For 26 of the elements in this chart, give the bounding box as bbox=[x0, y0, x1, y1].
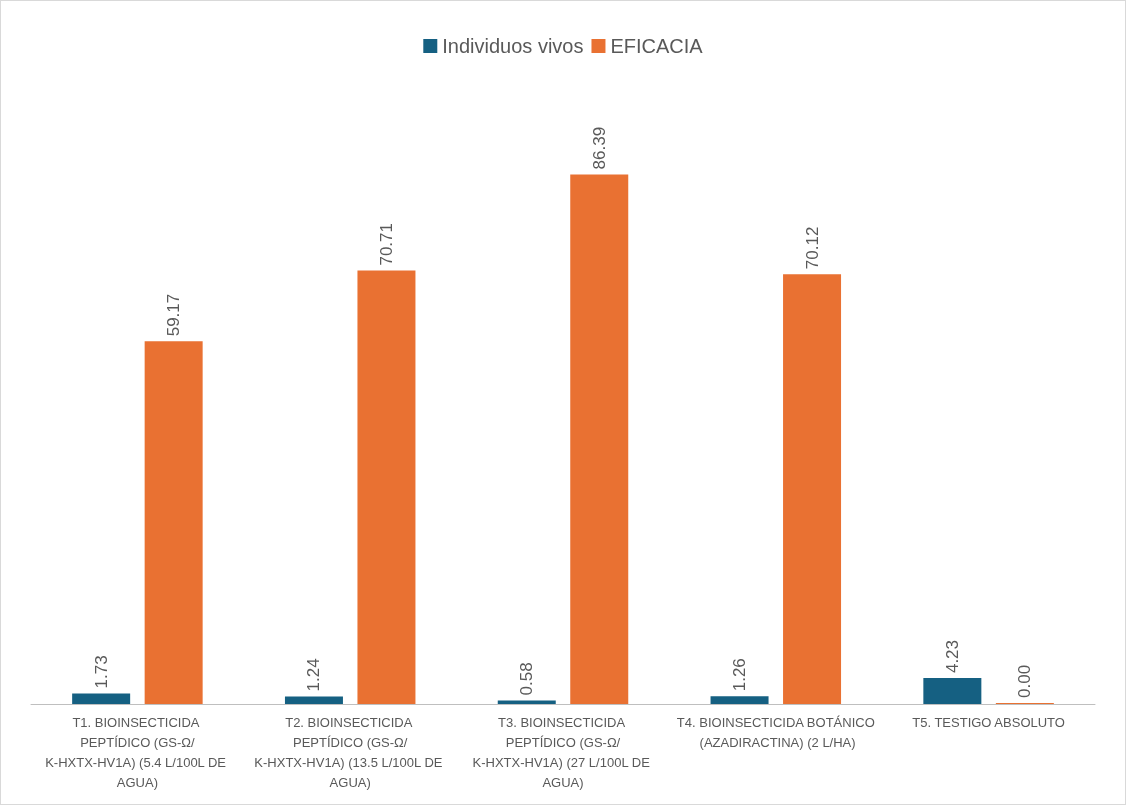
data-label: 4.23 bbox=[942, 639, 962, 674]
bar bbox=[783, 274, 842, 704]
data-label: 0.58 bbox=[517, 662, 537, 696]
bar bbox=[710, 696, 769, 704]
x-tick-label: T2. BIOINSECTICIDA PEPTÍDICO (GS-Ω/K-HXTX-HV1A) (13.5 L/100L DE AGUA) bbox=[254, 714, 447, 790]
data-label: 1.73 bbox=[91, 655, 111, 689]
legend-label: Individuos vivos bbox=[442, 35, 584, 57]
data-label: 70.71 bbox=[376, 223, 396, 266]
data-label: 1.26 bbox=[730, 658, 750, 692]
bar bbox=[357, 270, 416, 704]
data-label: 0.00 bbox=[1015, 664, 1035, 698]
x-tick-label: T1. BIOINSECTICIDA PEPTÍDICO (GS-Ω/K-HXTX-HV1A) (5.4 L/100L DE AGUA) bbox=[45, 714, 230, 790]
bar bbox=[144, 341, 203, 704]
bar bbox=[72, 693, 131, 704]
legend-label: EFICACIA bbox=[610, 35, 704, 57]
data-label: 59.17 bbox=[164, 293, 184, 337]
data-label: 1.24 bbox=[304, 658, 324, 692]
bar bbox=[284, 696, 343, 704]
data-label: 70.12 bbox=[802, 226, 822, 270]
x-tick-label: T4. BIOINSECTICIDA BOTÁNICO (AZADIRACTINA) (2 L/HA) bbox=[676, 714, 875, 750]
data-label: 86.39 bbox=[589, 126, 609, 170]
bar bbox=[497, 700, 556, 704]
x-tick-label: T5. TESTIGO ABSOLUTO bbox=[912, 714, 1065, 730]
bar bbox=[570, 174, 629, 704]
x-tick-label: T3. BIOINSECTICIDA PEPTÍDICO (GS-Ω/K-HXTX-HV1A) (27 L/100L DE AGUA) bbox=[472, 714, 654, 790]
bar bbox=[923, 678, 982, 704]
